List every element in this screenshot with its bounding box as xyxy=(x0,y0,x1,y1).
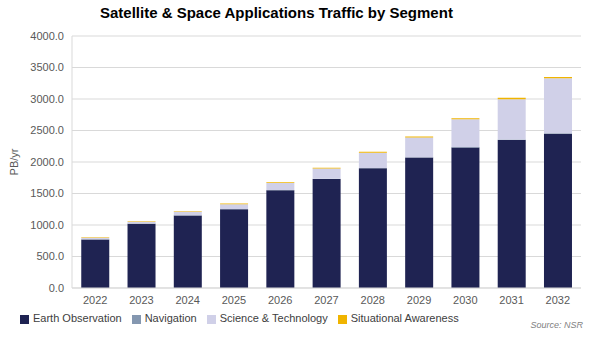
svg-text:2026: 2026 xyxy=(268,294,292,306)
svg-text:2025: 2025 xyxy=(222,294,246,306)
svg-text:2031: 2031 xyxy=(499,294,523,306)
svg-text:2029: 2029 xyxy=(407,294,431,306)
svg-text:2500.0: 2500.0 xyxy=(30,124,64,136)
svg-text:2024: 2024 xyxy=(175,294,199,306)
svg-text:3000.0: 3000.0 xyxy=(30,93,64,105)
svg-text:2028: 2028 xyxy=(361,294,385,306)
svg-text:2000.0: 2000.0 xyxy=(30,156,64,168)
svg-text:4000.0: 4000.0 xyxy=(30,30,64,42)
svg-text:2030: 2030 xyxy=(453,294,477,306)
svg-text:2023: 2023 xyxy=(129,294,153,306)
html-text:Science & Technology: Science & Technology xyxy=(219,312,328,324)
html-text:Earth Observation: Earth Observation xyxy=(33,312,122,324)
svg-text:500.0: 500.0 xyxy=(36,250,64,262)
html-text:Satellite & Space Applications: Satellite & Space Applications Traffic b… xyxy=(100,4,453,21)
svg-text:1000.0: 1000.0 xyxy=(30,219,64,231)
svg-text:0.0: 0.0 xyxy=(49,282,64,294)
html-text:Situational Awareness: Situational Awareness xyxy=(350,312,459,324)
svg-text:2032: 2032 xyxy=(546,294,570,306)
svg-text:2022: 2022 xyxy=(83,294,107,306)
html-text:Source: NSR: Source: NSR xyxy=(530,320,583,330)
svg-text:PB/yr: PB/yr xyxy=(8,148,20,175)
svg-text:1500.0: 1500.0 xyxy=(30,187,64,199)
svg-text:3500.0: 3500.0 xyxy=(30,61,64,73)
html-text:Navigation: Navigation xyxy=(144,312,197,324)
svg-text:2027: 2027 xyxy=(314,294,338,306)
